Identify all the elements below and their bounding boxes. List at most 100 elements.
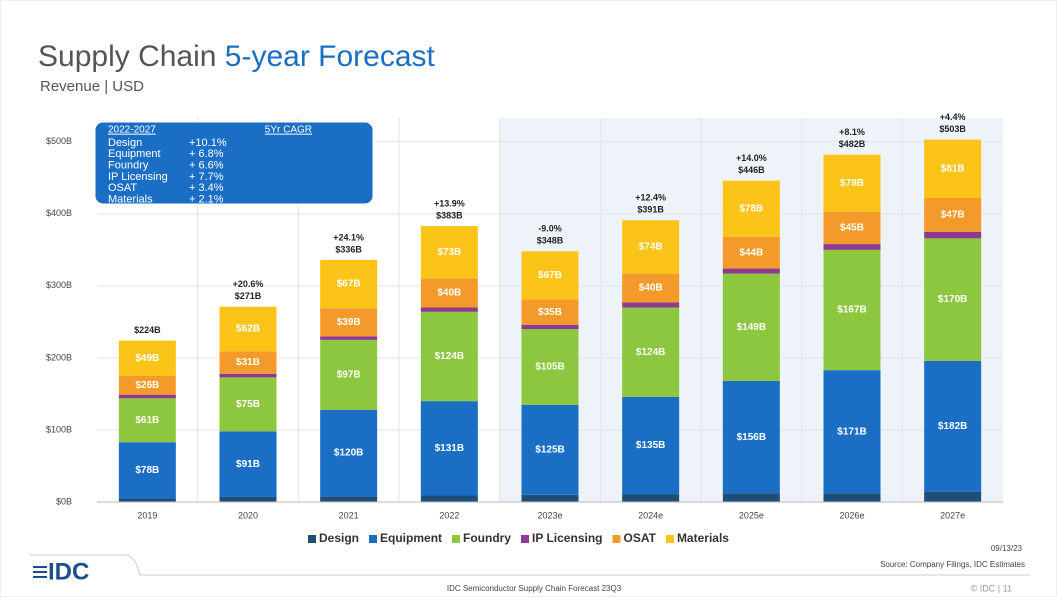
page-number: © IDC | 11 xyxy=(971,583,1012,593)
bar-segment xyxy=(219,306,277,352)
bar-segment xyxy=(320,259,378,309)
value-label: $40B xyxy=(437,288,461,299)
bar-segment xyxy=(420,226,478,279)
bar-segment xyxy=(823,244,881,250)
legend-swatch xyxy=(665,535,674,543)
value-label: $171B xyxy=(837,426,866,437)
value-label: $26B xyxy=(135,380,159,391)
bar-segment xyxy=(924,231,982,239)
value-label: $125B xyxy=(535,444,564,455)
x-tick-label: 2026e xyxy=(839,510,864,520)
cagr-heading: 5Yr CAGR xyxy=(265,125,312,136)
value-label: $74B xyxy=(639,242,663,253)
bar-segment xyxy=(823,249,881,371)
bar-segment xyxy=(320,336,378,340)
value-label: $124B xyxy=(435,351,464,362)
x-tick-label: 2025e xyxy=(739,510,764,520)
footer-center: IDC Semiconductor Supply Chain Forecast … xyxy=(447,584,622,593)
value-label: $105B xyxy=(535,362,564,373)
x-tick-label: 2023e xyxy=(537,510,562,520)
x-tick-label: 2019 xyxy=(137,510,157,520)
y-tick-label: $500B xyxy=(46,136,72,146)
value-label: $31B xyxy=(236,357,260,368)
y-tick-label: $300B xyxy=(46,280,72,290)
value-label: $120B xyxy=(334,448,363,459)
total-label: $336B xyxy=(335,244,362,254)
logo: IDC xyxy=(33,558,89,585)
legend-swatch xyxy=(521,535,530,543)
value-label: $135B xyxy=(636,440,665,451)
bar-segment xyxy=(320,339,378,410)
total-label: $503B xyxy=(939,124,966,134)
legend-label: Design xyxy=(319,531,359,545)
date: 09/13/23 xyxy=(991,544,1023,553)
bar-segment xyxy=(420,401,478,496)
y-tick-label: $0B xyxy=(56,496,72,506)
value-label: $156B xyxy=(737,432,766,443)
value-label: $49B xyxy=(135,353,159,364)
bar-segment xyxy=(622,273,680,303)
value-label: $78B xyxy=(739,203,763,214)
legend-label: Materials xyxy=(677,531,729,545)
bar-segment xyxy=(118,442,176,499)
value-label: $131B xyxy=(435,443,464,454)
value-label: $167B xyxy=(837,305,866,316)
bar-segment xyxy=(722,493,780,502)
cagr-name: Equipment xyxy=(108,148,161,160)
bar-segment xyxy=(924,360,982,492)
y-tick-label: $400B xyxy=(46,208,72,218)
bar-segment xyxy=(420,495,478,502)
cagr-name: Design xyxy=(108,137,142,149)
total-label: $383B xyxy=(436,210,463,220)
bar-segment xyxy=(219,431,277,497)
legend-label: Foundry xyxy=(463,531,511,545)
bar-segment xyxy=(420,311,478,402)
logo-text: IDC xyxy=(48,558,89,585)
bar-segment xyxy=(622,302,680,308)
x-tick-label: 2021 xyxy=(339,510,359,520)
y-tick-label: $100B xyxy=(46,424,72,434)
bar-segment xyxy=(118,498,176,502)
bar-segment xyxy=(521,324,579,330)
total-label: $348B xyxy=(537,236,564,246)
subtitle: Revenue | USD xyxy=(40,78,144,95)
total-label: $446B xyxy=(738,165,765,175)
cagr-value: + 2.1% xyxy=(189,193,224,205)
x-tick-label: 2024e xyxy=(638,510,663,520)
value-label: $149B xyxy=(737,322,766,333)
bar-segment xyxy=(219,373,277,378)
growth-label: +20.6% xyxy=(233,279,264,289)
growth-label: +14.0% xyxy=(736,153,767,163)
growth-label: +8.1% xyxy=(839,127,865,137)
legend-swatch xyxy=(369,535,378,543)
cagr-value: + 3.4% xyxy=(189,182,224,194)
value-label: $170B xyxy=(938,294,967,305)
cagr-name: Foundry xyxy=(108,160,149,172)
footer-curve xyxy=(124,554,1030,576)
bar-segment xyxy=(622,220,680,274)
total-label: $391B xyxy=(637,205,664,215)
bar-segment xyxy=(823,493,881,502)
bar-segment xyxy=(521,329,579,405)
value-label: $45B xyxy=(840,223,864,234)
title-main: Supply Chain xyxy=(38,40,216,73)
bar-segment xyxy=(219,496,277,502)
bar-segment xyxy=(320,496,378,502)
value-label: $67B xyxy=(538,270,562,281)
bar-segment xyxy=(823,211,881,245)
bar-segment xyxy=(521,494,579,502)
value-label: $97B xyxy=(337,369,361,380)
value-label: $75B xyxy=(236,399,260,410)
bar-segment xyxy=(219,351,277,374)
legend-swatch xyxy=(452,535,461,543)
total-label: $271B xyxy=(235,291,262,301)
legend-swatch xyxy=(612,535,621,543)
value-label: $91B xyxy=(236,459,260,470)
growth-label: +13.9% xyxy=(434,198,465,208)
bar-segment xyxy=(924,491,982,502)
cagr-value: + 7.7% xyxy=(189,171,224,183)
legend-swatch xyxy=(308,535,316,543)
value-label: $40B xyxy=(639,283,663,294)
title-highlight: 5-year Forecast xyxy=(225,40,436,73)
